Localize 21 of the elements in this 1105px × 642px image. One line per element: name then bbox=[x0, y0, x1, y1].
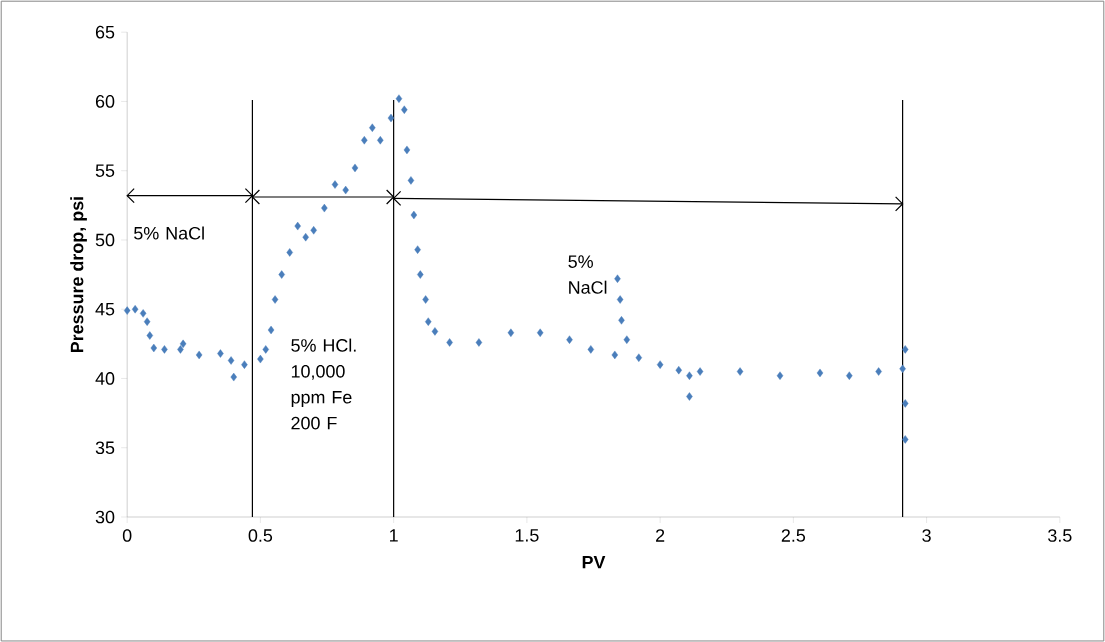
x-tick-label: 0.5 bbox=[248, 529, 273, 542]
y-tick-label: 50 bbox=[95, 233, 115, 247]
y-tick-label: 60 bbox=[95, 95, 115, 108]
annotation: 5% NaCl bbox=[134, 226, 204, 240]
y-axis-title: Pressure drop, psi bbox=[70, 197, 87, 353]
x-tick-label: 1.5 bbox=[515, 529, 539, 542]
y-tick-label: 55 bbox=[95, 164, 115, 177]
x-tick-label: 3 bbox=[922, 529, 931, 542]
x-tick-label: 1 bbox=[390, 529, 398, 542]
x-tick-label: 2.5 bbox=[781, 529, 806, 542]
annotation: 5% NaCl bbox=[568, 255, 607, 294]
y-tick-label: 45 bbox=[95, 302, 115, 316]
y-tick-label: 40 bbox=[95, 372, 115, 385]
x-tick-label: 2 bbox=[656, 529, 665, 542]
x-axis-title: PV bbox=[582, 555, 606, 569]
x-tick-label: 3.5 bbox=[1048, 529, 1072, 542]
annotation: 5% HCl. 10,000 ppm Fe 200 F bbox=[291, 338, 356, 430]
y-tick-label: 35 bbox=[95, 441, 115, 455]
x-tick-label: 0 bbox=[122, 529, 132, 542]
y-tick-label: 65 bbox=[95, 25, 115, 39]
y-tick-label: 30 bbox=[95, 510, 115, 524]
